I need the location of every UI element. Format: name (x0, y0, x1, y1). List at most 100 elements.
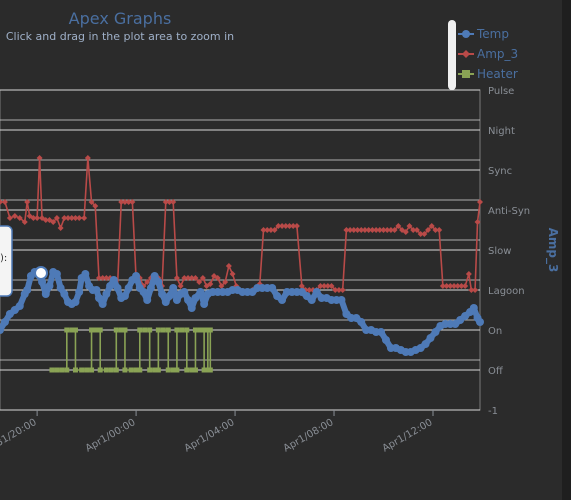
data-point-temp[interactable] (165, 292, 174, 300)
data-point-temp[interactable] (381, 336, 390, 344)
data-point-heater[interactable] (64, 367, 70, 373)
data-point-temp[interactable] (120, 292, 129, 300)
data-point-heater[interactable] (93, 327, 99, 333)
data-point-temp[interactable] (75, 288, 84, 296)
data-point-amp_3[interactable] (188, 275, 195, 281)
data-point-amp_3[interactable] (425, 227, 432, 233)
data-point-amp_3[interactable] (413, 227, 420, 233)
data-point-amp_3[interactable] (472, 287, 479, 293)
data-point-amp_3[interactable] (282, 223, 289, 229)
data-point-heater[interactable] (72, 327, 78, 333)
data-point-temp[interactable] (172, 296, 181, 304)
data-point-amp_3[interactable] (365, 227, 372, 233)
data-point-amp_3[interactable] (218, 283, 225, 289)
data-point-amp_3[interactable] (306, 287, 313, 293)
data-point-amp_3[interactable] (118, 199, 125, 205)
data-point-amp_3[interactable] (26, 213, 33, 219)
data-point-temp[interactable] (102, 290, 111, 298)
legend-item-temp[interactable]: Temp (458, 27, 509, 41)
data-point-heater[interactable] (122, 367, 128, 373)
data-point-amp_3[interactable] (317, 283, 324, 289)
data-point-amp_3[interactable] (129, 199, 136, 205)
data-point-temp[interactable] (377, 328, 386, 336)
data-point-amp_3[interactable] (451, 283, 458, 289)
data-point-amp_3[interactable] (42, 217, 49, 223)
data-point-temp[interactable] (161, 298, 170, 306)
data-point-amp_3[interactable] (373, 227, 380, 233)
data-point-amp_3[interactable] (57, 225, 64, 231)
data-point-amp_3[interactable] (196, 279, 203, 285)
data-point-heater[interactable] (165, 367, 171, 373)
data-point-amp_3[interactable] (30, 215, 37, 221)
data-point-amp_3[interactable] (125, 199, 132, 205)
data-point-amp_3[interactable] (335, 287, 342, 293)
data-point-heater[interactable] (174, 327, 180, 333)
data-point-heater[interactable] (97, 327, 103, 333)
data-point-temp[interactable] (431, 328, 440, 336)
data-point-amp_3[interactable] (339, 287, 346, 293)
data-point-heater[interactable] (97, 367, 103, 373)
legend-item-amp_3[interactable]: Amp_3 (458, 47, 518, 61)
data-point-amp_3[interactable] (347, 227, 354, 233)
data-point-heater[interactable] (89, 327, 95, 333)
data-point-heater[interactable] (207, 327, 213, 333)
data-point-amp_3[interactable] (121, 199, 128, 205)
data-point-temp[interactable] (196, 288, 205, 296)
data-point-amp_3[interactable] (376, 227, 383, 233)
data-point-amp_3[interactable] (192, 275, 199, 281)
data-point-amp_3[interactable] (214, 275, 221, 281)
data-point-amp_3[interactable] (207, 281, 214, 287)
data-point-amp_3[interactable] (447, 283, 454, 289)
data-point-heater[interactable] (160, 327, 166, 333)
data-point-temp[interactable] (124, 284, 133, 292)
data-point-amp_3[interactable] (410, 227, 417, 233)
data-point-temp[interactable] (60, 290, 69, 298)
data-point-amp_3[interactable] (402, 229, 409, 235)
legend-scrollbar[interactable] (448, 20, 456, 90)
data-point-amp_3[interactable] (387, 227, 394, 233)
data-point-temp[interactable] (421, 340, 430, 348)
data-point-amp_3[interactable] (395, 223, 402, 229)
data-point-amp_3[interactable] (170, 199, 177, 205)
data-point-amp_3[interactable] (328, 283, 335, 289)
data-point-heater[interactable] (174, 367, 180, 373)
data-point-temp[interactable] (132, 272, 141, 280)
data-point-amp_3[interactable] (6, 215, 13, 221)
data-point-heater[interactable] (170, 367, 176, 373)
data-point-heater[interactable] (69, 327, 75, 333)
data-point-amp_3[interactable] (21, 219, 28, 225)
data-point-heater[interactable] (155, 367, 161, 373)
data-point-amp_3[interactable] (53, 215, 60, 221)
data-point-temp[interactable] (0, 318, 9, 326)
data-point-amp_3[interactable] (16, 215, 23, 221)
data-point-temp[interactable] (307, 296, 316, 304)
data-point-amp_3[interactable] (454, 283, 461, 289)
data-point-amp_3[interactable] (229, 271, 236, 277)
data-point-temp[interactable] (169, 284, 178, 292)
data-point-amp_3[interactable] (99, 275, 106, 281)
data-point-heater[interactable] (49, 367, 55, 373)
data-point-temp[interactable] (56, 284, 65, 292)
data-point-temp[interactable] (0, 326, 4, 334)
data-point-temp[interactable] (187, 304, 196, 312)
data-point-amp_3[interactable] (65, 215, 72, 221)
data-point-heater[interactable] (54, 367, 60, 373)
data-point-heater[interactable] (133, 367, 139, 373)
data-point-temp[interactable] (106, 282, 115, 290)
data-point-heater[interactable] (189, 367, 195, 373)
data-point-temp[interactable] (98, 300, 107, 308)
data-point-amp_3[interactable] (350, 227, 357, 233)
data-point-amp_3[interactable] (166, 199, 173, 205)
data-point-amp_3[interactable] (199, 275, 206, 281)
data-point-heater[interactable] (128, 367, 134, 373)
data-point-temp[interactable] (278, 296, 287, 304)
data-point-temp[interactable] (200, 300, 209, 308)
data-point-amp_3[interactable] (298, 283, 305, 289)
data-point-amp_3[interactable] (436, 227, 443, 233)
data-point-temp[interactable] (476, 318, 484, 326)
data-point-amp_3[interactable] (162, 199, 169, 205)
data-point-heater[interactable] (155, 327, 161, 333)
data-point-amp_3[interactable] (279, 223, 286, 229)
data-point-heater[interactable] (192, 327, 198, 333)
data-point-temp[interactable] (38, 278, 47, 286)
